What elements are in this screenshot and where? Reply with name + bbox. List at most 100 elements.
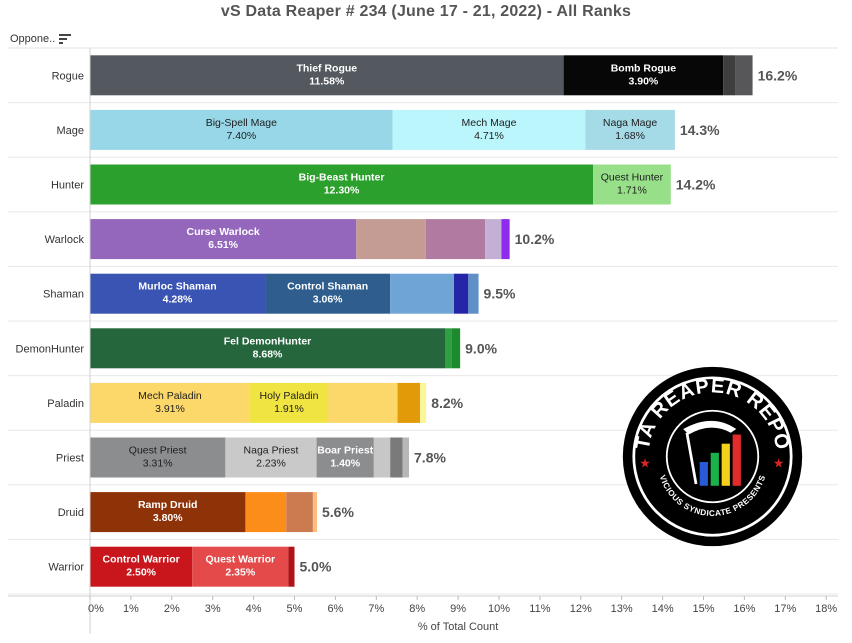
sort-icon xyxy=(59,34,72,44)
segment-value-label: 1.40% xyxy=(330,458,360,470)
x-tick-label: 5% xyxy=(287,603,303,615)
bar-total-label: 8.2% xyxy=(431,395,463,411)
x-tick-label: 11% xyxy=(529,603,550,615)
logo-bar xyxy=(710,452,719,486)
bar-segment-control-warrior xyxy=(90,546,193,587)
category-label: Priest xyxy=(56,453,84,465)
bar-segment xyxy=(390,273,455,314)
bar-segment xyxy=(356,219,426,260)
bar-segment-holy-paladin xyxy=(249,382,329,423)
segment-value-label: 7.40% xyxy=(226,130,256,142)
segment-archetype-label: Ramp Druid xyxy=(138,499,198,511)
bar-segment xyxy=(286,492,313,533)
bar-total-label: 9.5% xyxy=(484,286,516,302)
bar-segment xyxy=(451,328,461,369)
x-tick-label: 10% xyxy=(488,603,510,615)
bar-total-label: 16.2% xyxy=(758,67,798,83)
segment-value-label: 3.91% xyxy=(155,403,185,415)
x-tick-label: 8% xyxy=(409,603,425,615)
bar-segment xyxy=(312,492,317,533)
bar-segment xyxy=(723,55,736,96)
bar-total-label: 5.6% xyxy=(322,504,354,520)
bar-segment xyxy=(501,219,510,260)
bar-segment-big-spell-mage xyxy=(90,109,393,150)
segment-value-label: 2.23% xyxy=(256,458,286,470)
x-tick-label: 17% xyxy=(774,603,796,615)
segment-value-label: 2.50% xyxy=(126,567,156,579)
logo-bar xyxy=(732,434,741,486)
bar-segment xyxy=(373,437,391,478)
x-tick-label: 14% xyxy=(652,603,674,615)
segment-value-label: 6.51% xyxy=(208,239,238,251)
x-tick-label: 16% xyxy=(733,603,755,615)
segment-archetype-label: Naga Mage xyxy=(603,117,657,129)
bar-segment-ramp-druid xyxy=(90,492,246,533)
bar-segment xyxy=(390,437,403,478)
bar-segment-big-beast-hunter xyxy=(90,164,594,205)
bar-segment xyxy=(245,492,287,533)
bar-segment-curse-warlock xyxy=(90,219,357,260)
segment-value-label: 3.80% xyxy=(153,512,183,524)
category-label: Druid xyxy=(58,507,84,519)
category-label: Rogue xyxy=(52,70,84,82)
segment-archetype-label: Holy Paladin xyxy=(260,390,319,402)
sort-label: Oppone.. xyxy=(10,33,56,45)
logo-bar xyxy=(721,443,730,486)
category-label: DemonHunter xyxy=(16,343,85,355)
segment-value-label: 3.06% xyxy=(313,294,343,306)
category-label: Hunter xyxy=(51,180,84,192)
category-label: Paladin xyxy=(47,398,84,410)
x-tick-label: 7% xyxy=(368,603,384,615)
star-icon-right: ★ xyxy=(773,456,784,471)
bar-segment-mech-mage xyxy=(392,109,586,150)
x-tick-label: 18% xyxy=(815,603,837,615)
x-tick-label: 12% xyxy=(570,603,592,615)
x-tick-label: 1% xyxy=(123,603,139,615)
bar-segment-naga-priest xyxy=(225,437,317,478)
bar-segment-quest-hunter xyxy=(593,164,671,205)
category-label: Shaman xyxy=(43,289,84,301)
bar-segment-mech-paladin xyxy=(90,382,250,423)
star-icon-left: ★ xyxy=(639,456,650,471)
segment-archetype-label: Control Warrior xyxy=(103,554,180,566)
segment-value-label: 12.30% xyxy=(324,185,360,197)
segment-archetype-label: Curse Warlock xyxy=(187,226,260,238)
segment-archetype-label: Boar Priest xyxy=(317,445,374,457)
category-label: Warrior xyxy=(48,562,84,574)
x-tick-label: 6% xyxy=(327,603,343,615)
segment-archetype-label: Naga Priest xyxy=(244,445,299,457)
segment-archetype-label: Big-Spell Mage xyxy=(206,117,277,129)
bar-segment xyxy=(288,546,295,587)
bar-total-label: 14.2% xyxy=(676,177,716,193)
bar-segment-murloc-shaman xyxy=(90,273,266,314)
segment-archetype-label: Quest Warrior xyxy=(205,554,275,566)
segment-archetype-label: Quest Hunter xyxy=(601,172,664,184)
segment-archetype-label: Quest Priest xyxy=(129,445,187,457)
bar-segment xyxy=(328,382,398,423)
x-tick-label: 2% xyxy=(164,603,180,615)
bar-segment xyxy=(468,273,479,314)
x-axis-title: % of Total Count xyxy=(418,621,499,633)
bar-total-label: 9.0% xyxy=(465,340,497,356)
category-label: Warlock xyxy=(45,234,85,246)
scythe-icon xyxy=(683,420,737,435)
segment-value-label: 4.71% xyxy=(474,130,504,142)
bar-segment xyxy=(735,55,753,96)
category-label: Mage xyxy=(56,125,84,137)
bar-total-label: 10.2% xyxy=(515,231,555,247)
data-reaper-report-logo: DATA REAPER REPORT VICIOUS SYNDICATE PRE… xyxy=(621,365,803,547)
bar-segment xyxy=(425,219,486,260)
bar-segment xyxy=(420,382,427,423)
logo-bar xyxy=(699,461,708,486)
sort-opponent-button[interactable]: Oppone.. xyxy=(10,33,72,45)
logo-bar-icon xyxy=(699,434,741,486)
bar-segment xyxy=(402,437,410,478)
segment-archetype-label: Mech Paladin xyxy=(138,390,202,402)
segment-archetype-label: Thief Rogue xyxy=(296,62,357,74)
segment-archetype-label: Control Shaman xyxy=(287,281,368,293)
chart-title: vS Data Reaper # 234 (June 17 - 21, 2022… xyxy=(220,3,632,20)
segment-archetype-label: Bomb Rogue xyxy=(611,62,676,74)
x-tick-label: 15% xyxy=(692,603,714,615)
segment-value-label: 1.68% xyxy=(615,130,645,142)
